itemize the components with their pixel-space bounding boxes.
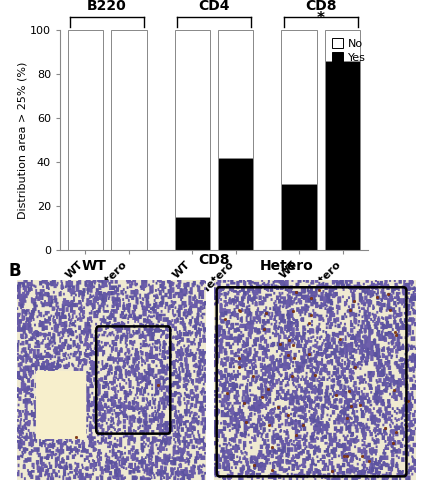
Text: *: * (317, 10, 325, 26)
Bar (111, 30, 146, 250)
Bar (282, 184, 317, 250)
Bar (325, 30, 360, 61)
Text: Hetero: Hetero (260, 258, 314, 272)
Text: CD8: CD8 (305, 0, 337, 14)
Text: CD8: CD8 (198, 254, 230, 268)
Text: B220: B220 (87, 0, 127, 14)
Bar (175, 217, 210, 250)
Y-axis label: Distribution area > 25% (%): Distribution area > 25% (%) (17, 62, 27, 218)
Legend: No, Yes: No, Yes (332, 38, 366, 62)
Bar (218, 158, 253, 250)
Text: B: B (9, 262, 21, 280)
Bar (325, 61, 360, 250)
Bar (68, 30, 103, 250)
Bar (175, 30, 210, 217)
Text: WT: WT (82, 258, 107, 272)
Bar (218, 30, 253, 158)
Text: CD4: CD4 (198, 0, 230, 14)
Bar (282, 30, 317, 184)
